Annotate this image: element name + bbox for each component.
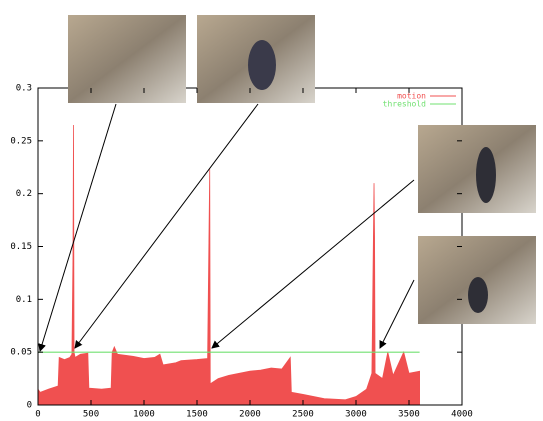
thumbnail bbox=[68, 15, 186, 103]
legend-label: threshold bbox=[383, 100, 427, 109]
y-tick-label: 0.3 bbox=[16, 84, 32, 94]
y-tick-label: 0.2 bbox=[16, 189, 32, 199]
y-tick-label: 0 bbox=[27, 401, 32, 411]
y-tick-label: 0.05 bbox=[10, 348, 32, 358]
x-tick-label: 4000 bbox=[451, 410, 473, 420]
arrow bbox=[379, 279, 415, 349]
person bbox=[476, 147, 496, 203]
x-tick-label: 3500 bbox=[398, 410, 420, 420]
x-tick-label: 2000 bbox=[239, 410, 261, 420]
x-tick-label: 2500 bbox=[292, 410, 314, 420]
x-tick-label: 1500 bbox=[186, 410, 208, 420]
legend-label: motion bbox=[397, 92, 426, 101]
y-tick-label: 0.25 bbox=[10, 136, 32, 146]
arrow bbox=[211, 179, 415, 349]
x-tick-label: 3000 bbox=[345, 410, 367, 420]
arrows bbox=[38, 103, 415, 352]
person bbox=[468, 277, 488, 313]
y-tick-label: 0.15 bbox=[10, 242, 32, 252]
arrow bbox=[74, 103, 259, 349]
person bbox=[248, 40, 276, 90]
thumbnails bbox=[68, 15, 536, 324]
motion-area bbox=[37, 124, 420, 406]
x-tick-label: 500 bbox=[83, 410, 99, 420]
y-tick-label: 0.1 bbox=[16, 295, 32, 305]
arrow bbox=[38, 103, 117, 352]
plot-frame bbox=[37, 87, 463, 406]
x-tick-label: 1000 bbox=[133, 410, 155, 420]
x-tick-label: 0 bbox=[35, 410, 40, 420]
